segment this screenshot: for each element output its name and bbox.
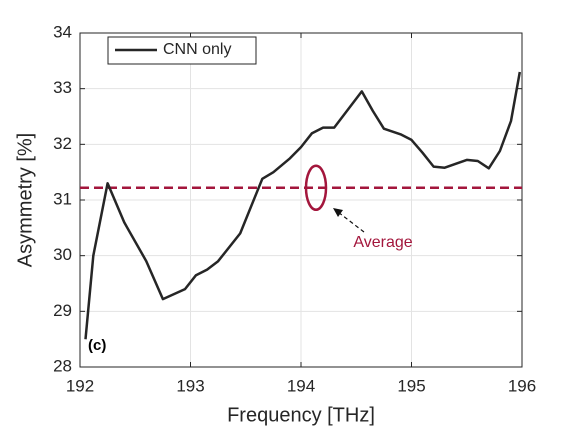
y-tick-label: 33 — [53, 78, 72, 97]
x-tick-label: 194 — [287, 376, 315, 395]
y-tick-label: 29 — [53, 301, 72, 320]
annotation-arrow — [337, 211, 365, 233]
arrow-head — [333, 208, 343, 217]
x-tick-label: 192 — [66, 376, 94, 395]
highlight-ellipse — [304, 164, 328, 212]
y-tick-label: 31 — [53, 189, 72, 208]
x-axis-label: Frequency [THz] — [227, 404, 375, 426]
x-tick-label: 195 — [397, 376, 425, 395]
y-tick-label: 34 — [53, 22, 72, 41]
y-tick-label: 28 — [53, 356, 72, 375]
data-line — [84, 71, 522, 340]
x-tick-label: 193 — [176, 376, 204, 395]
legend-label: CNN only — [163, 41, 231, 58]
panel-label: (c) — [88, 337, 106, 354]
x-tick-label: 196 — [508, 376, 536, 395]
average-label: Average — [353, 234, 412, 251]
y-tick-label: 32 — [53, 134, 72, 153]
y-axis-label: Asymmetry [%] — [14, 133, 36, 267]
y-tick-label: 30 — [53, 245, 72, 264]
plot-frame — [79, 32, 523, 368]
